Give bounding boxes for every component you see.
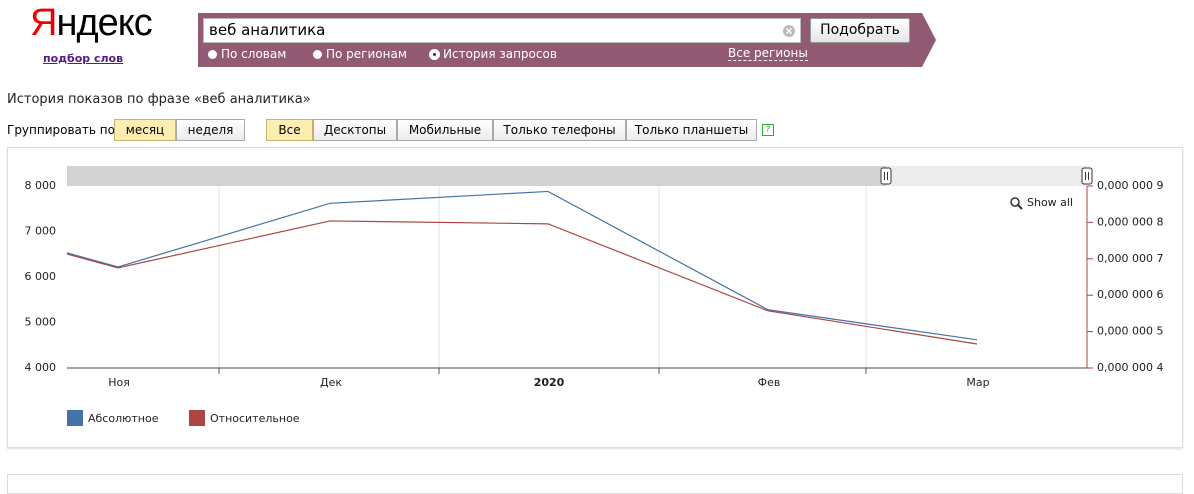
page: Яндекс подбор слов веб аналитика Подобра… bbox=[7, 2, 1183, 494]
x-tick-label: 2020 bbox=[534, 376, 565, 389]
device-tab[interactable]: Только телефоны bbox=[493, 119, 626, 141]
heading: История показов по фразе «веб аналитика» bbox=[7, 92, 311, 107]
navigator-handle[interactable] bbox=[1081, 167, 1093, 185]
navigator-handle[interactable] bbox=[880, 167, 892, 185]
y-tick-label: 5 000 bbox=[25, 316, 57, 329]
y-tick-label: 6 000 bbox=[25, 270, 57, 283]
y2-tick-label: 0,000 000 7 bbox=[1097, 252, 1163, 265]
vertical-grid bbox=[218, 186, 867, 368]
device-tab[interactable]: Только планшеты bbox=[626, 119, 757, 141]
mode-label[interactable]: По регионам bbox=[326, 47, 407, 61]
mode-label[interactable]: История запросов bbox=[443, 47, 557, 61]
device-tab[interactable]: Все bbox=[266, 119, 313, 141]
help-icon[interactable]: ? bbox=[762, 124, 774, 136]
mode-radio[interactable]: По регионам bbox=[313, 47, 407, 61]
logo-subtitle[interactable]: подбор слов bbox=[43, 52, 124, 65]
device-tab[interactable]: Десктопы bbox=[313, 119, 397, 141]
y-tick-label: 7 000 bbox=[25, 225, 57, 238]
y-tick-label: 8 000 bbox=[25, 179, 57, 192]
y2-tick-label: 0,000 000 6 bbox=[1097, 288, 1163, 301]
y2-tick-label: 0,000 000 8 bbox=[1097, 215, 1163, 228]
device-tab[interactable]: Мобильные bbox=[397, 119, 493, 141]
x-tick-label: Ноя bbox=[108, 376, 130, 389]
group-button[interactable]: неделя bbox=[176, 119, 245, 141]
search-button[interactable]: Подобрать bbox=[810, 18, 910, 43]
group-button[interactable]: месяц bbox=[114, 119, 176, 141]
chart: Show all 4 000 5 000 6 000 7 000 8 000 0,000 … bbox=[25, 166, 1163, 426]
legend-swatch bbox=[67, 410, 83, 426]
x-tick-label: Дек bbox=[320, 376, 342, 389]
group-label: Группировать по: bbox=[7, 123, 120, 137]
clear-icon[interactable] bbox=[782, 24, 796, 38]
mode-label[interactable]: По словам bbox=[221, 47, 287, 61]
chart-panel bbox=[7, 147, 1183, 448]
y2-tick-label: 0,000 000 5 bbox=[1097, 325, 1163, 338]
logo[interactable]: Яндекс bbox=[30, 2, 153, 44]
mode-radio[interactable]: История запросов bbox=[430, 47, 557, 61]
legend-swatch bbox=[189, 410, 205, 426]
series-line bbox=[66, 190, 978, 341]
x-tick-label: Фев bbox=[758, 376, 781, 389]
region-link[interactable]: Все регионы bbox=[728, 46, 808, 61]
x-tick-label: Мар bbox=[966, 376, 989, 389]
series-line bbox=[66, 220, 978, 345]
navigator-window bbox=[886, 166, 1087, 186]
show-all[interactable]: Show all bbox=[1027, 196, 1073, 209]
y2-tick-label: 0,000 000 9 bbox=[1097, 179, 1163, 192]
zoom-icon[interactable] bbox=[1010, 197, 1020, 207]
search-input[interactable]: веб аналитика bbox=[203, 18, 801, 43]
y2-tick-label: 0,000 000 4 bbox=[1097, 361, 1163, 374]
mode-radio[interactable]: По словам bbox=[208, 47, 286, 61]
legend-label: Абсолютное bbox=[88, 412, 159, 425]
legend-label: Относительное bbox=[210, 412, 300, 425]
y-tick-label: 4 000 bbox=[25, 361, 57, 374]
navigator bbox=[67, 166, 1087, 186]
